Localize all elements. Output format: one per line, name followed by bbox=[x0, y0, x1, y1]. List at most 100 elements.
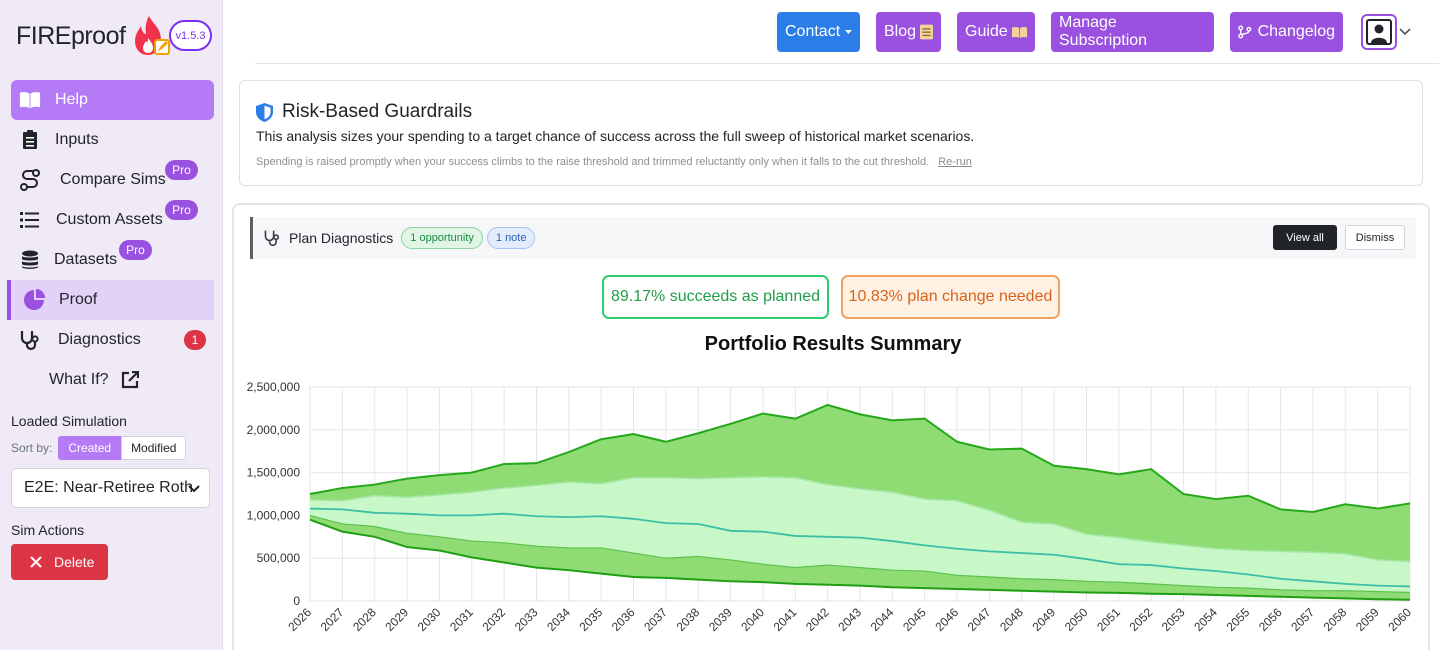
x-tick-label: 2033 bbox=[512, 605, 541, 634]
sidebar-item-what-if[interactable]: What If? bbox=[11, 360, 214, 400]
sidebar-item-proof[interactable]: Proof bbox=[7, 280, 214, 320]
external-link-icon bbox=[121, 371, 139, 389]
band-lower-min bbox=[310, 515, 1410, 600]
manage-subscription-button[interactable]: Manage Subscription bbox=[1051, 12, 1214, 52]
topnav-divider bbox=[255, 63, 1439, 64]
pro-badge: Pro bbox=[165, 200, 198, 220]
blog-label: Blog bbox=[884, 23, 917, 40]
rerun-link[interactable]: Re-run bbox=[938, 156, 972, 168]
x-tick-label: 2035 bbox=[577, 605, 606, 634]
x-tick-label: 2031 bbox=[447, 605, 476, 634]
sidebar-item-label: Datasets bbox=[54, 251, 118, 268]
x-tick-label: 2030 bbox=[415, 605, 444, 634]
x-tick-label: 2049 bbox=[1029, 605, 1058, 634]
x-tick-label: 2038 bbox=[674, 605, 703, 634]
sidebar-item-inputs[interactable]: Inputs bbox=[11, 120, 214, 160]
stethoscope-icon bbox=[19, 329, 41, 351]
plan-diagnostics-bar: Plan Diagnostics 1 opportunity 1 note bbox=[250, 217, 1416, 259]
x-tick-label: 2055 bbox=[1224, 605, 1253, 634]
sidebar-item-compare-sims[interactable]: Compare Sims Pro bbox=[11, 160, 214, 200]
dismiss-button[interactable]: Dismiss bbox=[1345, 225, 1405, 250]
fail-text: plan change needed bbox=[907, 288, 1053, 305]
x-tick-label: 2050 bbox=[1062, 605, 1091, 634]
x-tick-label: 2059 bbox=[1353, 605, 1382, 634]
flame-logo-icon bbox=[135, 16, 171, 55]
loaded-simulation-label: Loaded Simulation bbox=[11, 413, 127, 429]
book-open-icon bbox=[19, 89, 41, 111]
git-branch-icon bbox=[1238, 25, 1252, 39]
blog-button[interactable]: Blog bbox=[876, 12, 941, 52]
view-all-button[interactable]: View all bbox=[1273, 225, 1337, 250]
sort-modified-button[interactable]: Modified bbox=[121, 436, 187, 460]
selected-simulation: E2E: Near-Retiree Roth bbox=[24, 479, 193, 496]
shield-icon bbox=[256, 102, 273, 122]
caret-down-icon bbox=[845, 29, 852, 35]
chevron-down-icon[interactable] bbox=[1399, 27, 1411, 37]
user-icon bbox=[1366, 19, 1392, 45]
risk-description: This analysis sizes your spending to a t… bbox=[256, 128, 975, 144]
x-tick-label: 2028 bbox=[350, 605, 379, 634]
x-tick-label: 2046 bbox=[932, 605, 961, 634]
y-tick-label: 1,000,000 bbox=[247, 508, 301, 522]
x-tick-label: 2047 bbox=[965, 605, 994, 634]
guide-label: Guide bbox=[965, 23, 1008, 40]
opportunity-chip: 1 opportunity bbox=[401, 227, 483, 249]
risk-card-title: Risk-Based Guardrails bbox=[256, 101, 472, 123]
sidebar-item-help[interactable]: Help bbox=[11, 80, 214, 120]
x-tick-label: 2029 bbox=[382, 605, 411, 634]
user-menu-avatar[interactable] bbox=[1361, 14, 1397, 50]
changelog-button[interactable]: Changelog bbox=[1230, 12, 1343, 52]
band-median-lower bbox=[310, 508, 1410, 593]
sidebar-item-label: Help bbox=[55, 91, 88, 108]
series-line-max bbox=[309, 403, 1411, 513]
x-tick-label: 2036 bbox=[609, 605, 638, 634]
success-pct: 89.17% bbox=[610, 288, 666, 305]
y-tick-label: 500,000 bbox=[257, 551, 301, 565]
sidebar-item-datasets[interactable]: Datasets Pro bbox=[11, 240, 214, 280]
sidebar-item-label: Compare Sims bbox=[60, 171, 166, 188]
guide-button[interactable]: Guide bbox=[957, 12, 1035, 52]
sim-actions-label: Sim Actions bbox=[11, 522, 85, 538]
results-card: Plan Diagnostics 1 opportunity 1 note Vi… bbox=[232, 203, 1430, 650]
x-tick-label: 2045 bbox=[900, 605, 929, 634]
x-tick-label: 2058 bbox=[1321, 605, 1350, 634]
sidebar-item-label: Inputs bbox=[55, 131, 99, 148]
x-tick-label: 2034 bbox=[544, 605, 573, 634]
changelog-label: Changelog bbox=[1257, 23, 1335, 40]
sidebar-item-label: Proof bbox=[59, 291, 98, 308]
risk-note-text: Spending is raised promptly when your su… bbox=[256, 156, 930, 168]
series-line-median bbox=[309, 507, 1411, 588]
chart-title: Portfolio Results Summary bbox=[704, 333, 962, 355]
x-tick-label: 2053 bbox=[1159, 605, 1188, 634]
contact-button[interactable]: Contact bbox=[777, 12, 860, 52]
x-tick-label: 2026 bbox=[285, 605, 314, 634]
series-line-min bbox=[309, 518, 1411, 601]
sidebar-item-diagnostics[interactable]: Diagnostics 1 bbox=[11, 320, 214, 360]
sort-created-button[interactable]: Created bbox=[58, 436, 122, 460]
notepad-icon bbox=[920, 24, 933, 40]
x-tick-label: 2056 bbox=[1256, 605, 1285, 634]
delete-button[interactable]: Delete bbox=[11, 544, 108, 580]
x-tick-label: 2044 bbox=[868, 605, 897, 634]
sidebar-item-label: Custom Assets bbox=[56, 211, 163, 228]
diagnostics-title: Plan Diagnostics bbox=[289, 230, 394, 246]
sort-label: Sort by: bbox=[11, 441, 53, 455]
pie-chart-icon bbox=[23, 289, 45, 311]
sidebar-item-custom-assets[interactable]: Custom Assets Pro bbox=[11, 200, 214, 240]
stethoscope-icon bbox=[264, 230, 280, 247]
brand-name: FIREproof bbox=[16, 21, 126, 50]
x-tick-label: 2060 bbox=[1385, 605, 1414, 634]
pro-badge: Pro bbox=[165, 160, 198, 180]
sidebar: FIREproof v1.5.3 Help Inputs Compare Sim… bbox=[0, 0, 223, 650]
subscription-label: Manage Subscription bbox=[1059, 14, 1148, 49]
x-tick-label: 2048 bbox=[997, 605, 1026, 634]
simulation-select[interactable]: E2E: Near-Retiree Roth bbox=[11, 468, 210, 508]
diagnostics-count-badge: 1 bbox=[184, 330, 206, 350]
pro-badge: Pro bbox=[119, 240, 152, 260]
brand-logo[interactable]: FIREproof bbox=[16, 14, 171, 58]
x-tick-label: 2042 bbox=[803, 605, 832, 634]
x-tick-label: 2037 bbox=[641, 605, 670, 634]
risk-note: Spending is raised promptly when your su… bbox=[256, 156, 972, 168]
contact-label: Contact bbox=[785, 23, 841, 40]
x-tick-label: 2057 bbox=[1288, 605, 1317, 634]
